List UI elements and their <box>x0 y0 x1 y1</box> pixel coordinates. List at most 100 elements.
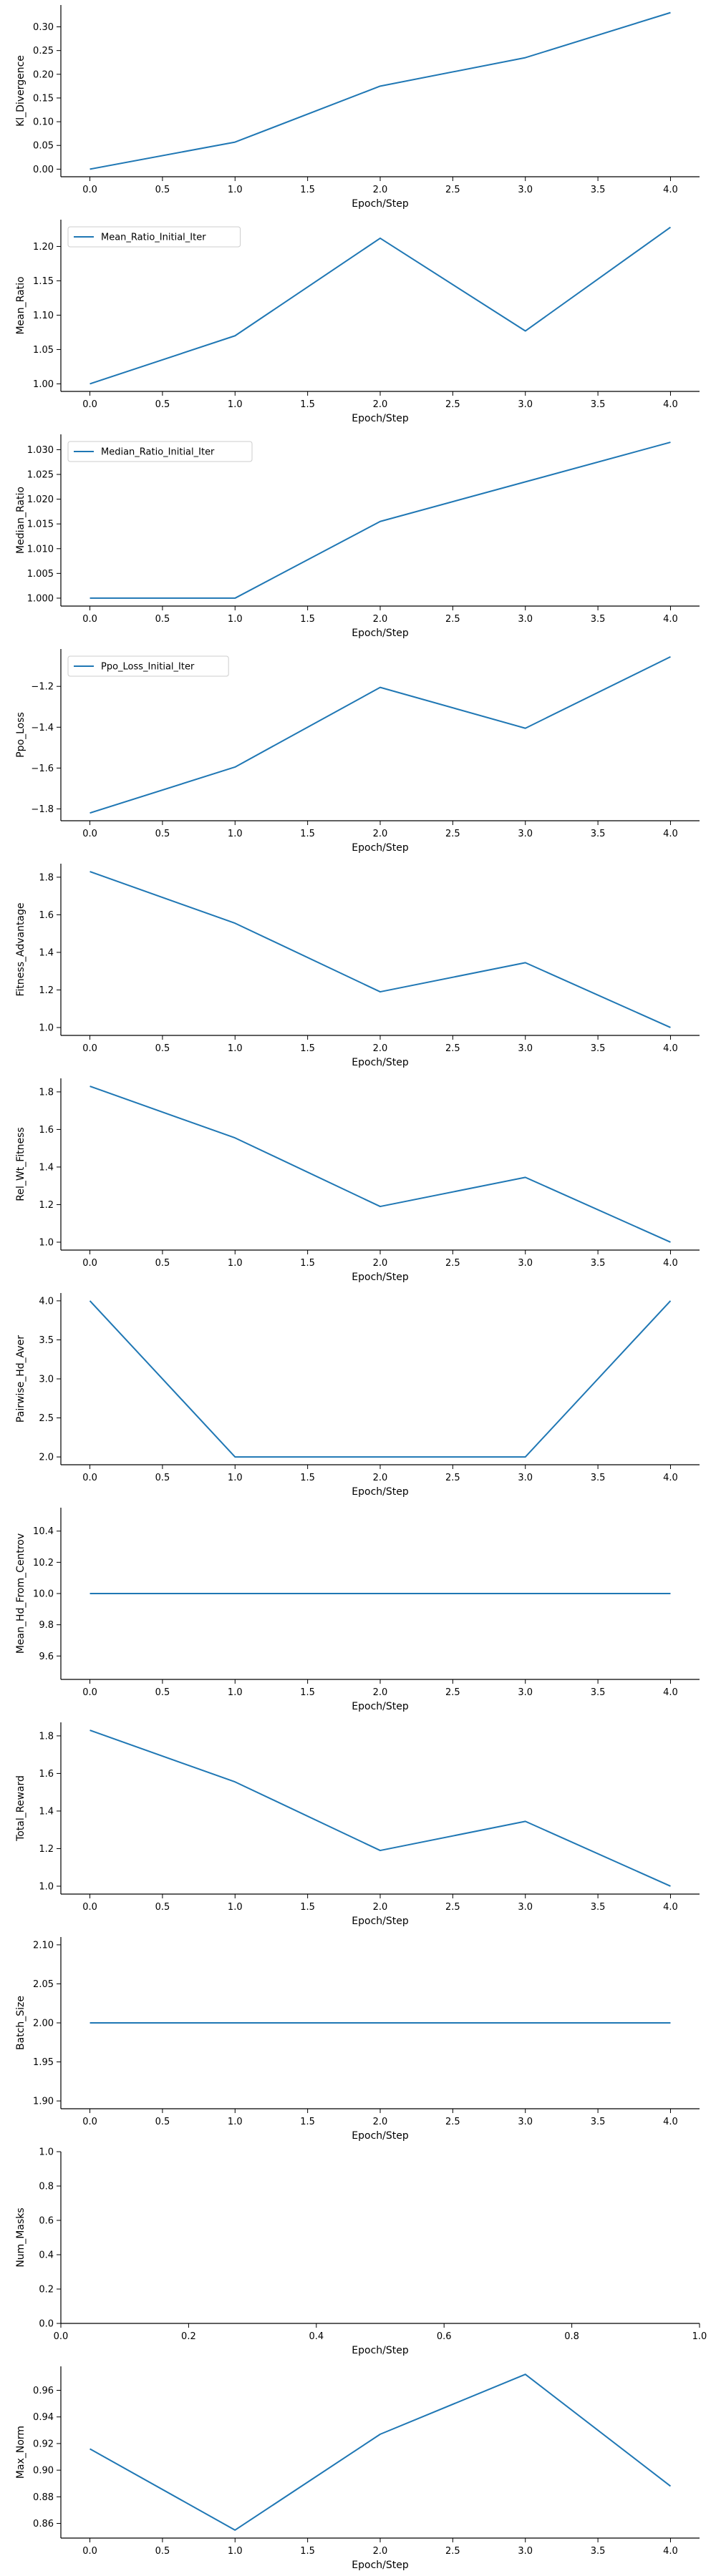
series-line <box>90 655 671 814</box>
y-tick-label: 0.30 <box>33 22 54 33</box>
x-tick-label: 2.5 <box>445 2117 460 2127</box>
series-line <box>90 871 671 1028</box>
chart-panel: 0.0 0.5 1.0 1.5 2.0 2.5 3.0 3.5 4.0 1.00 1.05 1.10 1… <box>15 220 700 424</box>
x-tick-label: 0.0 <box>82 829 97 839</box>
x-axis-label: Epoch/Step <box>352 413 409 424</box>
y-tick-label: 3.5 <box>39 1335 54 1346</box>
y-tick-label: 1.0 <box>39 2147 54 2158</box>
x-tick-label: 2.5 <box>445 1687 460 1698</box>
legend: Mean_Ratio_Initial_Iter <box>67 226 241 248</box>
y-tick-label: 0.94 <box>33 2412 54 2423</box>
x-tick-label: 3.5 <box>591 2546 606 2557</box>
x-tick-label: 1.0 <box>228 1043 243 1054</box>
legend-label: Median_Ratio_Initial_Iter <box>101 447 215 458</box>
x-tick-label: 4.0 <box>663 614 678 625</box>
y-tick-label: 1.025 <box>27 470 54 481</box>
series-line <box>89 1300 672 1458</box>
legend-box <box>67 226 241 248</box>
x-tick-label: 0.0 <box>82 1043 97 1054</box>
x-tick-label: 3.5 <box>591 1902 606 1913</box>
x-tick-label: 3.5 <box>591 1687 606 1698</box>
y-tick-label: −1.4 <box>31 723 54 733</box>
x-tick-label: 1.5 <box>300 1687 315 1698</box>
x-tick-label: 2.5 <box>445 829 460 839</box>
x-tick-label: 2.0 <box>373 2117 388 2127</box>
x-axis-label: Epoch/Step <box>352 1916 409 1927</box>
x-tick-label: 0.0 <box>82 1902 97 1913</box>
y-axis-label: Median_Ratio <box>15 487 26 554</box>
y-tick-label: 1.95 <box>33 2057 54 2068</box>
x-tick-label: 1.5 <box>300 1043 315 1054</box>
x-tick-label: 4.0 <box>663 185 678 195</box>
y-tick-label: 2.5 <box>39 1413 54 1424</box>
x-tick-label: 2.0 <box>373 185 388 195</box>
x-tick-label: 0.0 <box>54 2331 69 2342</box>
series-line <box>90 11 671 170</box>
y-tick-label: 1.2 <box>39 1200 54 1211</box>
y-tick-label: 1.030 <box>27 445 54 456</box>
x-tick-label: 0.8 <box>564 2331 579 2342</box>
x-tick-label: 0.2 <box>181 2331 196 2342</box>
y-axis-label: Pairwise_Hd_Aver <box>15 1335 26 1423</box>
y-tick-label: 0.20 <box>33 69 54 80</box>
y-tick-label: 0.92 <box>33 2439 54 2449</box>
y-tick-label: 3.0 <box>39 1375 54 1385</box>
y-tick-label: 1.6 <box>39 910 54 921</box>
x-tick-label: 2.0 <box>373 1687 388 1698</box>
y-tick-label: 1.05 <box>33 345 54 356</box>
x-tick-label: 1.0 <box>692 2331 707 2342</box>
x-tick-label: 0.5 <box>155 2117 170 2127</box>
y-tick-label: 1.8 <box>39 1731 54 1742</box>
x-tick-label: 3.0 <box>518 2117 533 2127</box>
y-axis-label: Batch_Size <box>15 1996 26 2050</box>
x-tick-label: 1.0 <box>228 2117 243 2127</box>
x-tick-label: 2.5 <box>445 2546 460 2557</box>
x-tick-label: 2.5 <box>445 1902 460 1913</box>
x-tick-label: 3.5 <box>591 2117 606 2127</box>
x-tick-label: 2.0 <box>373 1258 388 1269</box>
x-tick-label: 1.0 <box>228 185 243 195</box>
x-tick-label: 2.0 <box>373 1902 388 1913</box>
x-tick-label: 1.5 <box>300 2117 315 2127</box>
chart-panel: 0.0 0.5 1.0 1.5 2.0 2.5 3.0 3.5 4.0 0.86 0.88 0.90 0… <box>15 2366 700 2571</box>
y-tick-label: 0.00 <box>33 165 54 175</box>
x-tick-label: 2.0 <box>373 1473 388 1483</box>
series-line <box>90 226 672 385</box>
x-tick-label: 1.5 <box>300 1473 315 1483</box>
x-tick-label: 0.5 <box>155 1258 170 1269</box>
x-tick-label: 3.0 <box>518 185 533 195</box>
y-tick-label: 1.015 <box>27 519 54 530</box>
x-tick-label: 2.0 <box>373 829 388 839</box>
y-tick-label: 0.05 <box>33 141 54 152</box>
y-axis-label: Ppo_Loss <box>15 712 26 758</box>
chart-panel: 0.0 0.5 1.0 1.5 2.0 2.5 3.0 3.5 4.0 −1.8 −1.6 −1.4 −… <box>15 649 700 854</box>
y-tick-label: 0.90 <box>33 2466 54 2477</box>
x-tick-label: 1.5 <box>300 2546 315 2557</box>
x-axis-label: Epoch/Step <box>352 2345 409 2356</box>
x-tick-label: 1.0 <box>228 614 243 625</box>
x-tick-label: 4.0 <box>663 1258 678 1269</box>
chart-panel: 0.0 0.5 1.0 1.5 2.0 2.5 3.0 3.5 4.0 1.0 1.2 1.4 1.6 1… <box>15 1722 700 1927</box>
x-tick-label: 1.5 <box>300 614 315 625</box>
series-line <box>90 1085 671 1243</box>
x-tick-label: 4.0 <box>663 2117 678 2127</box>
x-tick-label: 0.5 <box>155 2546 170 2557</box>
y-tick-label: 1.4 <box>39 1162 54 1173</box>
y-tick-label: 1.2 <box>39 1844 54 1855</box>
y-tick-label: −1.6 <box>31 763 54 774</box>
y-tick-label: 0.4 <box>39 2250 54 2261</box>
x-tick-label: 3.0 <box>518 614 533 625</box>
x-tick-label: 1.0 <box>228 829 243 839</box>
y-tick-label: 1.010 <box>27 544 54 555</box>
x-tick-label: 2.5 <box>445 1043 460 1054</box>
x-tick-label: 4.0 <box>663 829 678 839</box>
x-tick-label: 2.5 <box>445 1473 460 1483</box>
x-tick-label: 4.0 <box>663 1902 678 1913</box>
x-tick-label: 0.5 <box>155 399 170 410</box>
y-tick-label: 1.8 <box>39 1087 54 1098</box>
y-tick-label: 0.88 <box>33 2492 54 2503</box>
x-tick-label: 3.0 <box>518 1687 533 1698</box>
y-axis-label: Kl_Divergence <box>15 55 26 127</box>
x-tick-label: 1.5 <box>300 399 315 410</box>
y-axis-label: Rel_Wt_Fitness <box>15 1127 26 1201</box>
